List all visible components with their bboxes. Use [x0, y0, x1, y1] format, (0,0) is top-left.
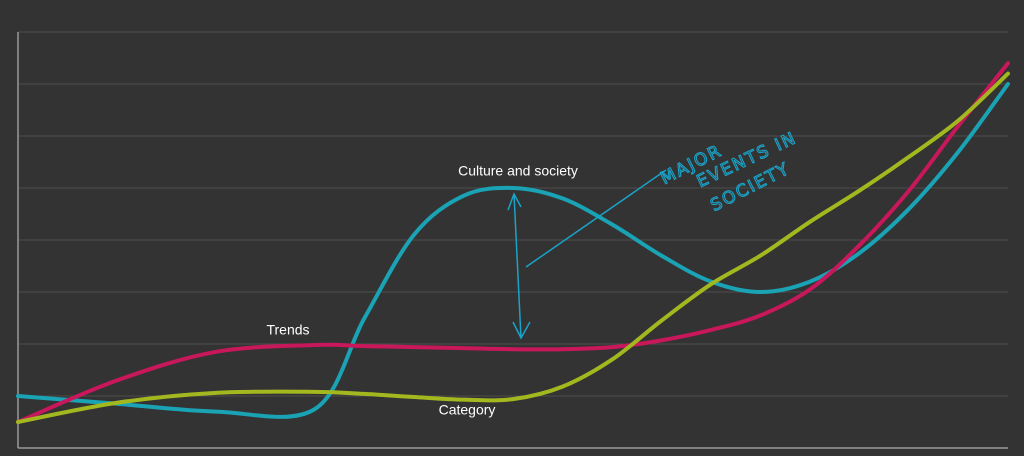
series-label: Trends	[266, 322, 309, 338]
arrow-head	[507, 192, 522, 211]
series-line	[16, 61, 1010, 424]
annotation-arrows	[507, 169, 667, 340]
series-line	[16, 82, 1010, 419]
lines	[16, 61, 1010, 424]
double-arrow	[513, 193, 522, 339]
series-label: Category	[439, 402, 496, 418]
series-line	[16, 71, 1010, 424]
pointer-line	[525, 169, 667, 268]
arrow-head	[512, 321, 531, 340]
series-label: Culture and society	[458, 163, 578, 179]
